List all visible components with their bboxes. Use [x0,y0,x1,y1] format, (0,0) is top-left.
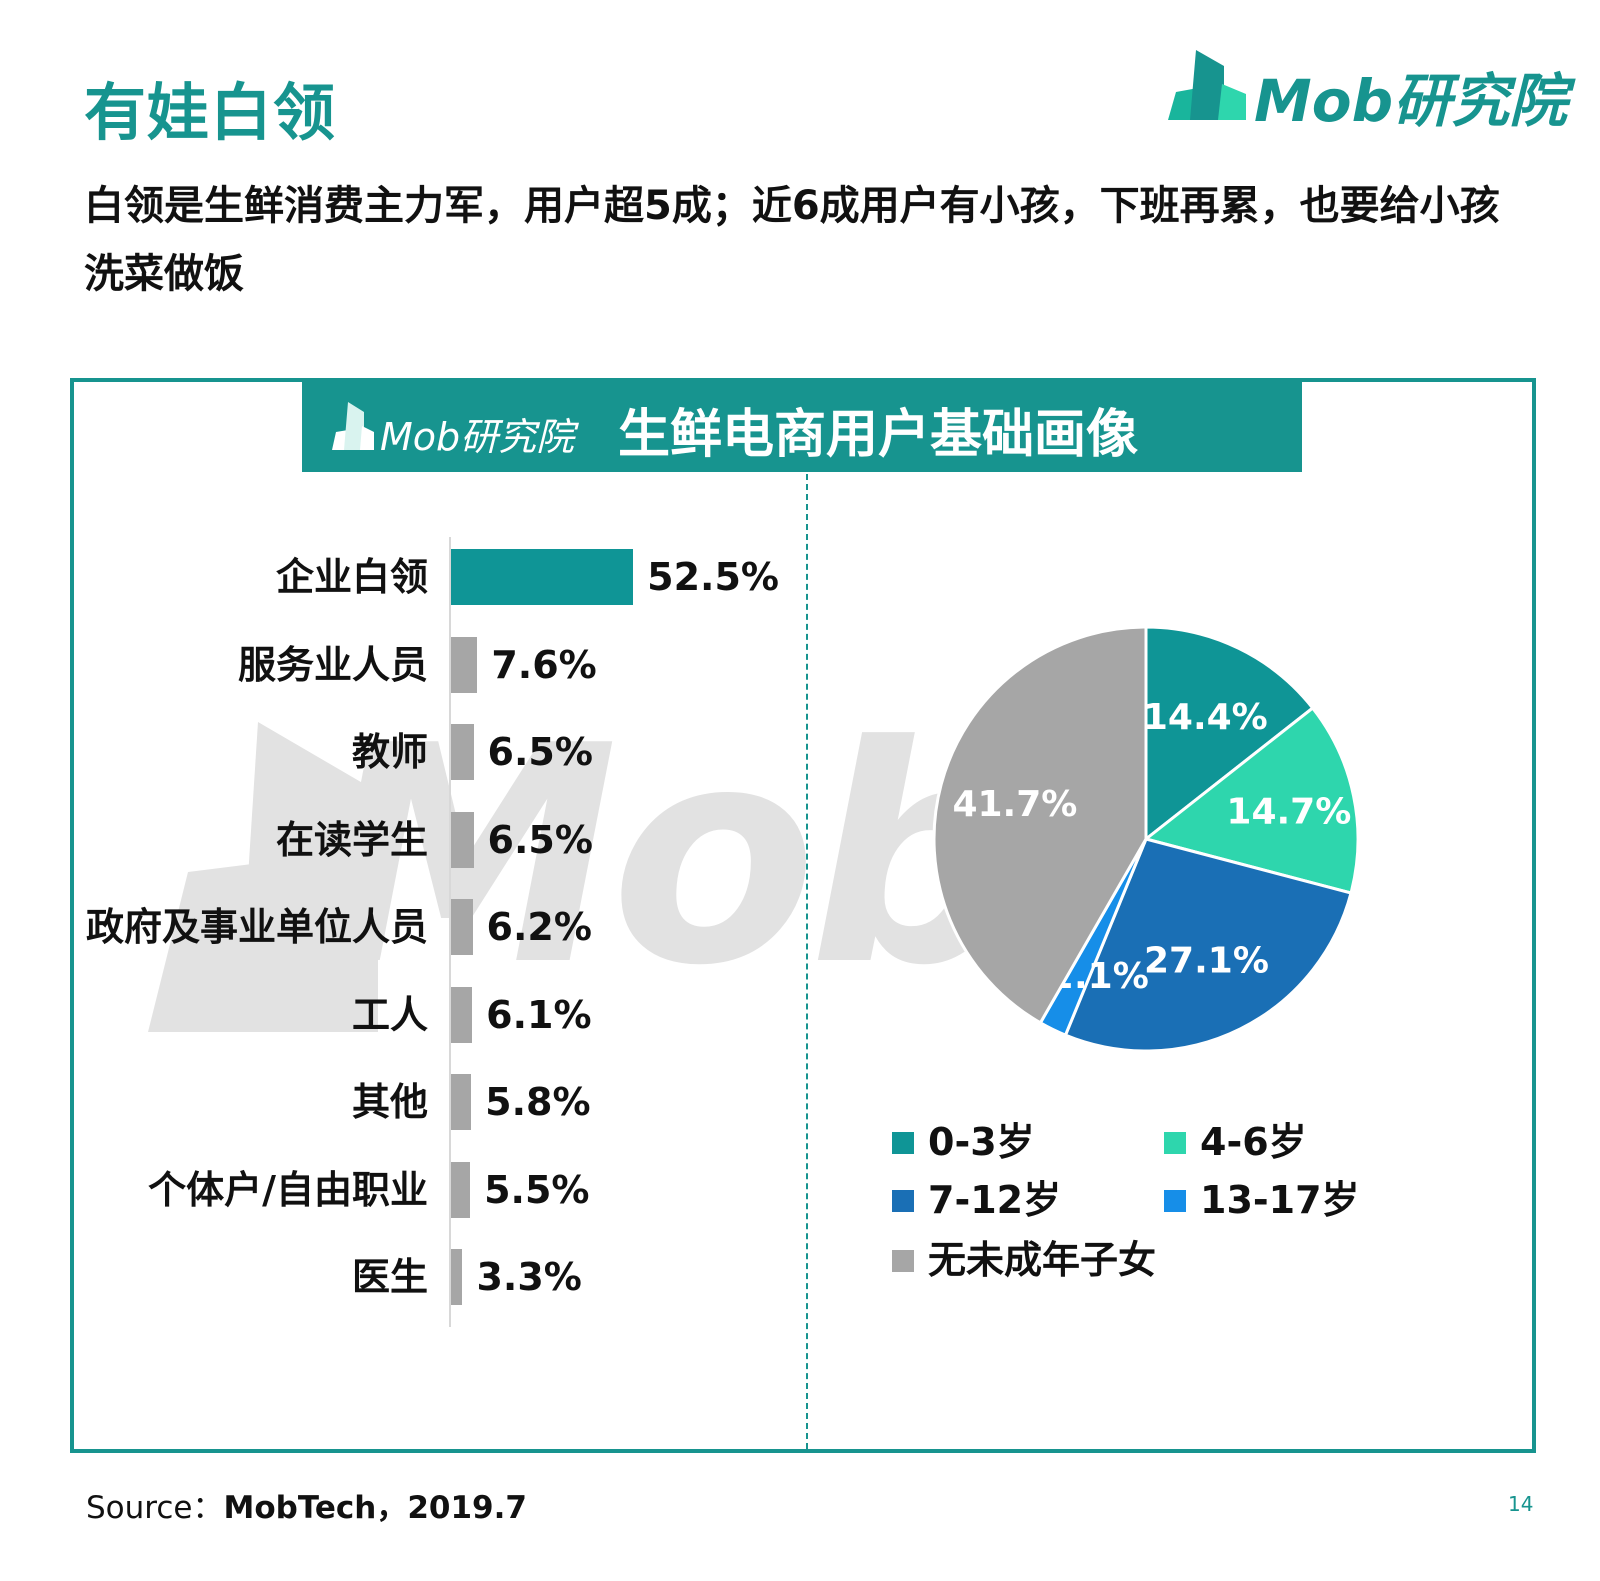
panel-title: 生鲜电商用户基础画像 [618,405,1139,465]
legend-label: 无未成年子女 [928,1238,1157,1282]
chart-panel: Mob Mob研究院 生鲜电商用户基础画像 企业白领 52.5% 服务业人员 7.6%… [70,378,1536,1453]
legend-swatch [1164,1132,1186,1154]
panel-divider [806,474,808,1449]
pie-slice [1144,625,1315,843]
bar-value-label: 6.5% [487,730,593,774]
bar-category-label: 政府及事业单位人员 [85,905,428,949]
watermark: Mob [148,682,1438,1042]
legend-swatch [1164,1190,1186,1212]
bar-value-label: 7.6% [491,642,597,687]
panel-header: Mob研究院 生鲜电商用户基础画像 [302,378,1302,472]
bar-value-label: 3.3% [476,1255,582,1299]
bar [451,899,473,955]
pie-slice [932,625,1148,1025]
bar-value-label: 6.2% [486,905,592,949]
mob-logo: Mob研究院 [1168,44,1568,135]
bar [451,986,473,1043]
source-note: Source：MobTech，2019.7 [86,1482,527,1527]
bar [451,1161,471,1218]
pie-slice [1142,705,1360,895]
pie-value-label: 27.1% [1144,940,1269,981]
bar-category-label: 其他 [351,1080,428,1124]
bar-value-label: 52.5% [647,555,780,599]
legend-swatch [892,1250,914,1272]
bar-row: 企业白领 52.5% [74,549,804,605]
pie-slice [1063,837,1353,1053]
pie-value-label: 14.7% [1226,791,1351,832]
bar-category-label: 个体户/自由职业 [148,1167,428,1212]
bar [451,724,474,780]
bar-row: 在读学生 6.5% [74,811,804,868]
bar-category-label: 教师 [351,730,428,774]
bar-row: 其他 5.8% [74,1074,804,1130]
legend-label: 7-12岁 [928,1178,1062,1222]
logo-text: Mob研究院 [1254,67,1568,135]
bar-row: 教师 6.5% [74,724,804,780]
page-title: 有娃白领 [84,76,337,149]
legend-swatch [892,1132,914,1154]
children-age-pie-chart: 14.4%14.7%27.1%2.1%41.7% [932,625,1360,1053]
page-number: 14 [1508,1492,1534,1516]
pie-value-label: 41.7% [952,784,1077,825]
watermark-building-icon [148,722,378,1032]
bar [451,811,474,868]
header-logo-text: Mob研究院 [380,415,575,459]
bar [451,636,478,693]
pie-value-label: 14.4% [1143,697,1268,738]
source-label: Source： [86,1490,224,1526]
legend-label: 0-3岁 [928,1120,1035,1164]
bar-category-label: 企业白领 [275,555,428,599]
occupation-bar-chart: 企业白领 52.5% 服务业人员 7.6% 教师 6.5% 在读学生 6.5% 政府及事业单位人… [74,382,804,1452]
page-subtitle: 白领是生鲜消费主力军，用户超5成；近6成用户有小孩，下班再累，也要给小孩洗菜做饭 [84,183,1500,297]
legend-label: 13-17岁 [1200,1178,1360,1222]
bar-row: 个体户/自由职业 5.5% [74,1161,804,1218]
bar-axis-line [449,537,451,1327]
bar-row: 服务业人员 7.6% [74,636,804,693]
bar-row: 医生 3.3% [74,1249,804,1305]
bar-row: 工人 6.1% [74,986,804,1043]
bar [451,549,634,605]
bar-value-label: 5.5% [484,1167,590,1212]
bar-category-label: 服务业人员 [237,642,428,687]
bar [451,1074,472,1130]
legend-swatch [892,1190,914,1212]
bar [451,1249,463,1305]
bar-value-label: 6.5% [487,817,593,862]
bar-category-label: 医生 [351,1255,428,1299]
header-logo: Mob研究院 [330,398,574,459]
building-logo-icon [1168,50,1246,120]
bar-category-label: 工人 [351,992,428,1037]
bar-category-label: 在读学生 [275,817,428,862]
header-building-icon [332,402,374,450]
legend-label: 4-6岁 [1200,1120,1307,1164]
bar-value-label: 5.8% [485,1080,591,1124]
watermark-text: Mob [320,682,1023,1031]
source-value: MobTech，2019.7 [223,1490,527,1526]
bar-row: 政府及事业单位人员 6.2% [74,899,804,955]
bar-value-label: 6.1% [486,992,592,1037]
